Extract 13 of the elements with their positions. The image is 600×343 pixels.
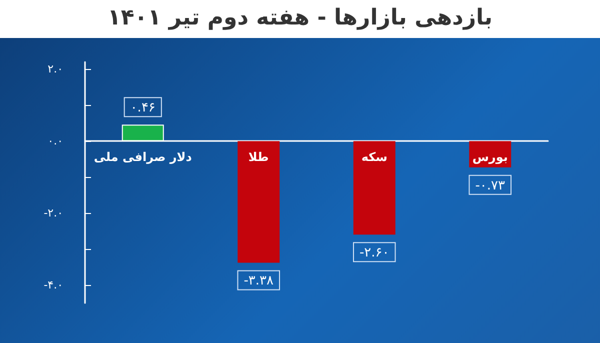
y-tick-label: ۰.۰ [48, 134, 63, 148]
data-label: ۰.۴۶ [130, 100, 156, 116]
y-tick-label: ۲.۰ [48, 62, 63, 76]
chart-title: بازدهی بازارها - هفته دوم تیر ۱۴۰۱ [107, 6, 493, 30]
x-tick-label: سکه [361, 150, 388, 164]
data-label: -۳.۳۸ [244, 274, 274, 289]
x-tick-label: طلا [248, 150, 269, 164]
y-tick-label: -۲.۰ [44, 206, 63, 220]
data-label: -۰.۷۳ [475, 178, 506, 194]
x-tick-label: دلار صرافی ملی [94, 150, 192, 164]
x-tick-label: بورس [472, 150, 508, 164]
data-label: -۲.۶۰ [359, 246, 390, 261]
y-tick-label: -۴.۰ [44, 278, 63, 292]
